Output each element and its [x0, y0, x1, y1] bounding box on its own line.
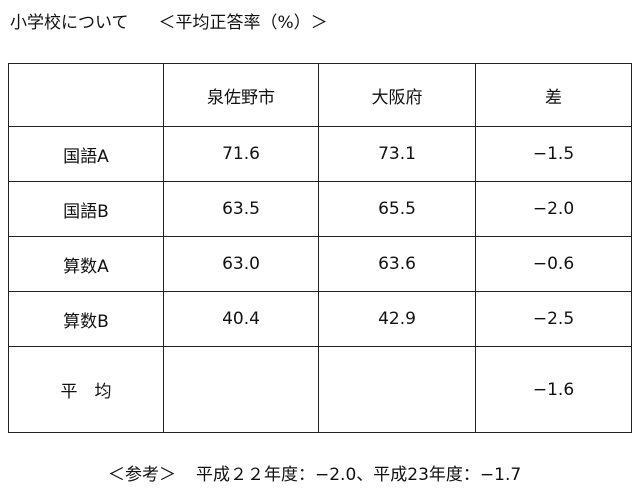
- column-header: 大阪府: [318, 63, 476, 127]
- average-row: 平 均 −1.6: [8, 346, 632, 433]
- table-row: 国語B 63.5 65.5 −2.0: [8, 181, 632, 237]
- value-cell: 73.1: [318, 126, 476, 182]
- row-label: 平 均: [8, 346, 164, 433]
- reference-note: 平成２２年度：−2.0、平成23年度：−1.7: [196, 465, 522, 485]
- row-label: 算数B: [8, 291, 164, 347]
- footer: ＜参考＞ 平成２２年度：−2.0、平成23年度：−1.7: [108, 460, 521, 485]
- empty-cell: [163, 346, 319, 433]
- row-label: 国語A: [8, 126, 164, 182]
- value-cell: −2.0: [475, 181, 632, 237]
- reference-label: ＜参考＞: [108, 465, 176, 485]
- value-cell: −0.6: [475, 236, 632, 292]
- title: 小学校について: [10, 13, 129, 33]
- score-table: 泉佐野市 大阪府 差 国語A 71.6 73.1 −1.5 国語B 63.5 65.5 −2.…: [8, 63, 632, 433]
- table-row: 算数B 40.4 42.9 −2.5: [8, 291, 632, 347]
- table-row: 国語A 71.6 73.1 −1.5: [8, 126, 632, 182]
- value-cell: 42.9: [318, 291, 476, 347]
- value-cell: 63.6: [318, 236, 476, 292]
- column-header: 差: [475, 63, 632, 127]
- column-header: 泉佐野市: [163, 63, 319, 127]
- value-cell: −1.6: [475, 346, 632, 433]
- table-body: 泉佐野市 大阪府 差 国語A 71.6 73.1 −1.5 国語B 63.5 65.5 −2.…: [8, 63, 632, 433]
- header-row: 泉佐野市 大阪府 差: [8, 63, 632, 127]
- row-label: 算数A: [8, 236, 164, 292]
- row-label: 国語B: [8, 181, 164, 237]
- value-cell: 63.0: [163, 236, 319, 292]
- value-cell: 63.5: [163, 181, 319, 237]
- value-cell: −1.5: [475, 126, 632, 182]
- empty-cell: [318, 346, 476, 433]
- table-row: 算数A 63.0 63.6 −0.6: [8, 236, 632, 292]
- header: 小学校について ＜平均正答率（%）＞: [10, 8, 328, 33]
- value-cell: −2.5: [475, 291, 632, 347]
- value-cell: 71.6: [163, 126, 319, 182]
- subtitle: ＜平均正答率（%）＞: [158, 13, 328, 33]
- value-cell: 40.4: [163, 291, 319, 347]
- value-cell: 65.5: [318, 181, 476, 237]
- corner-cell: [8, 63, 164, 127]
